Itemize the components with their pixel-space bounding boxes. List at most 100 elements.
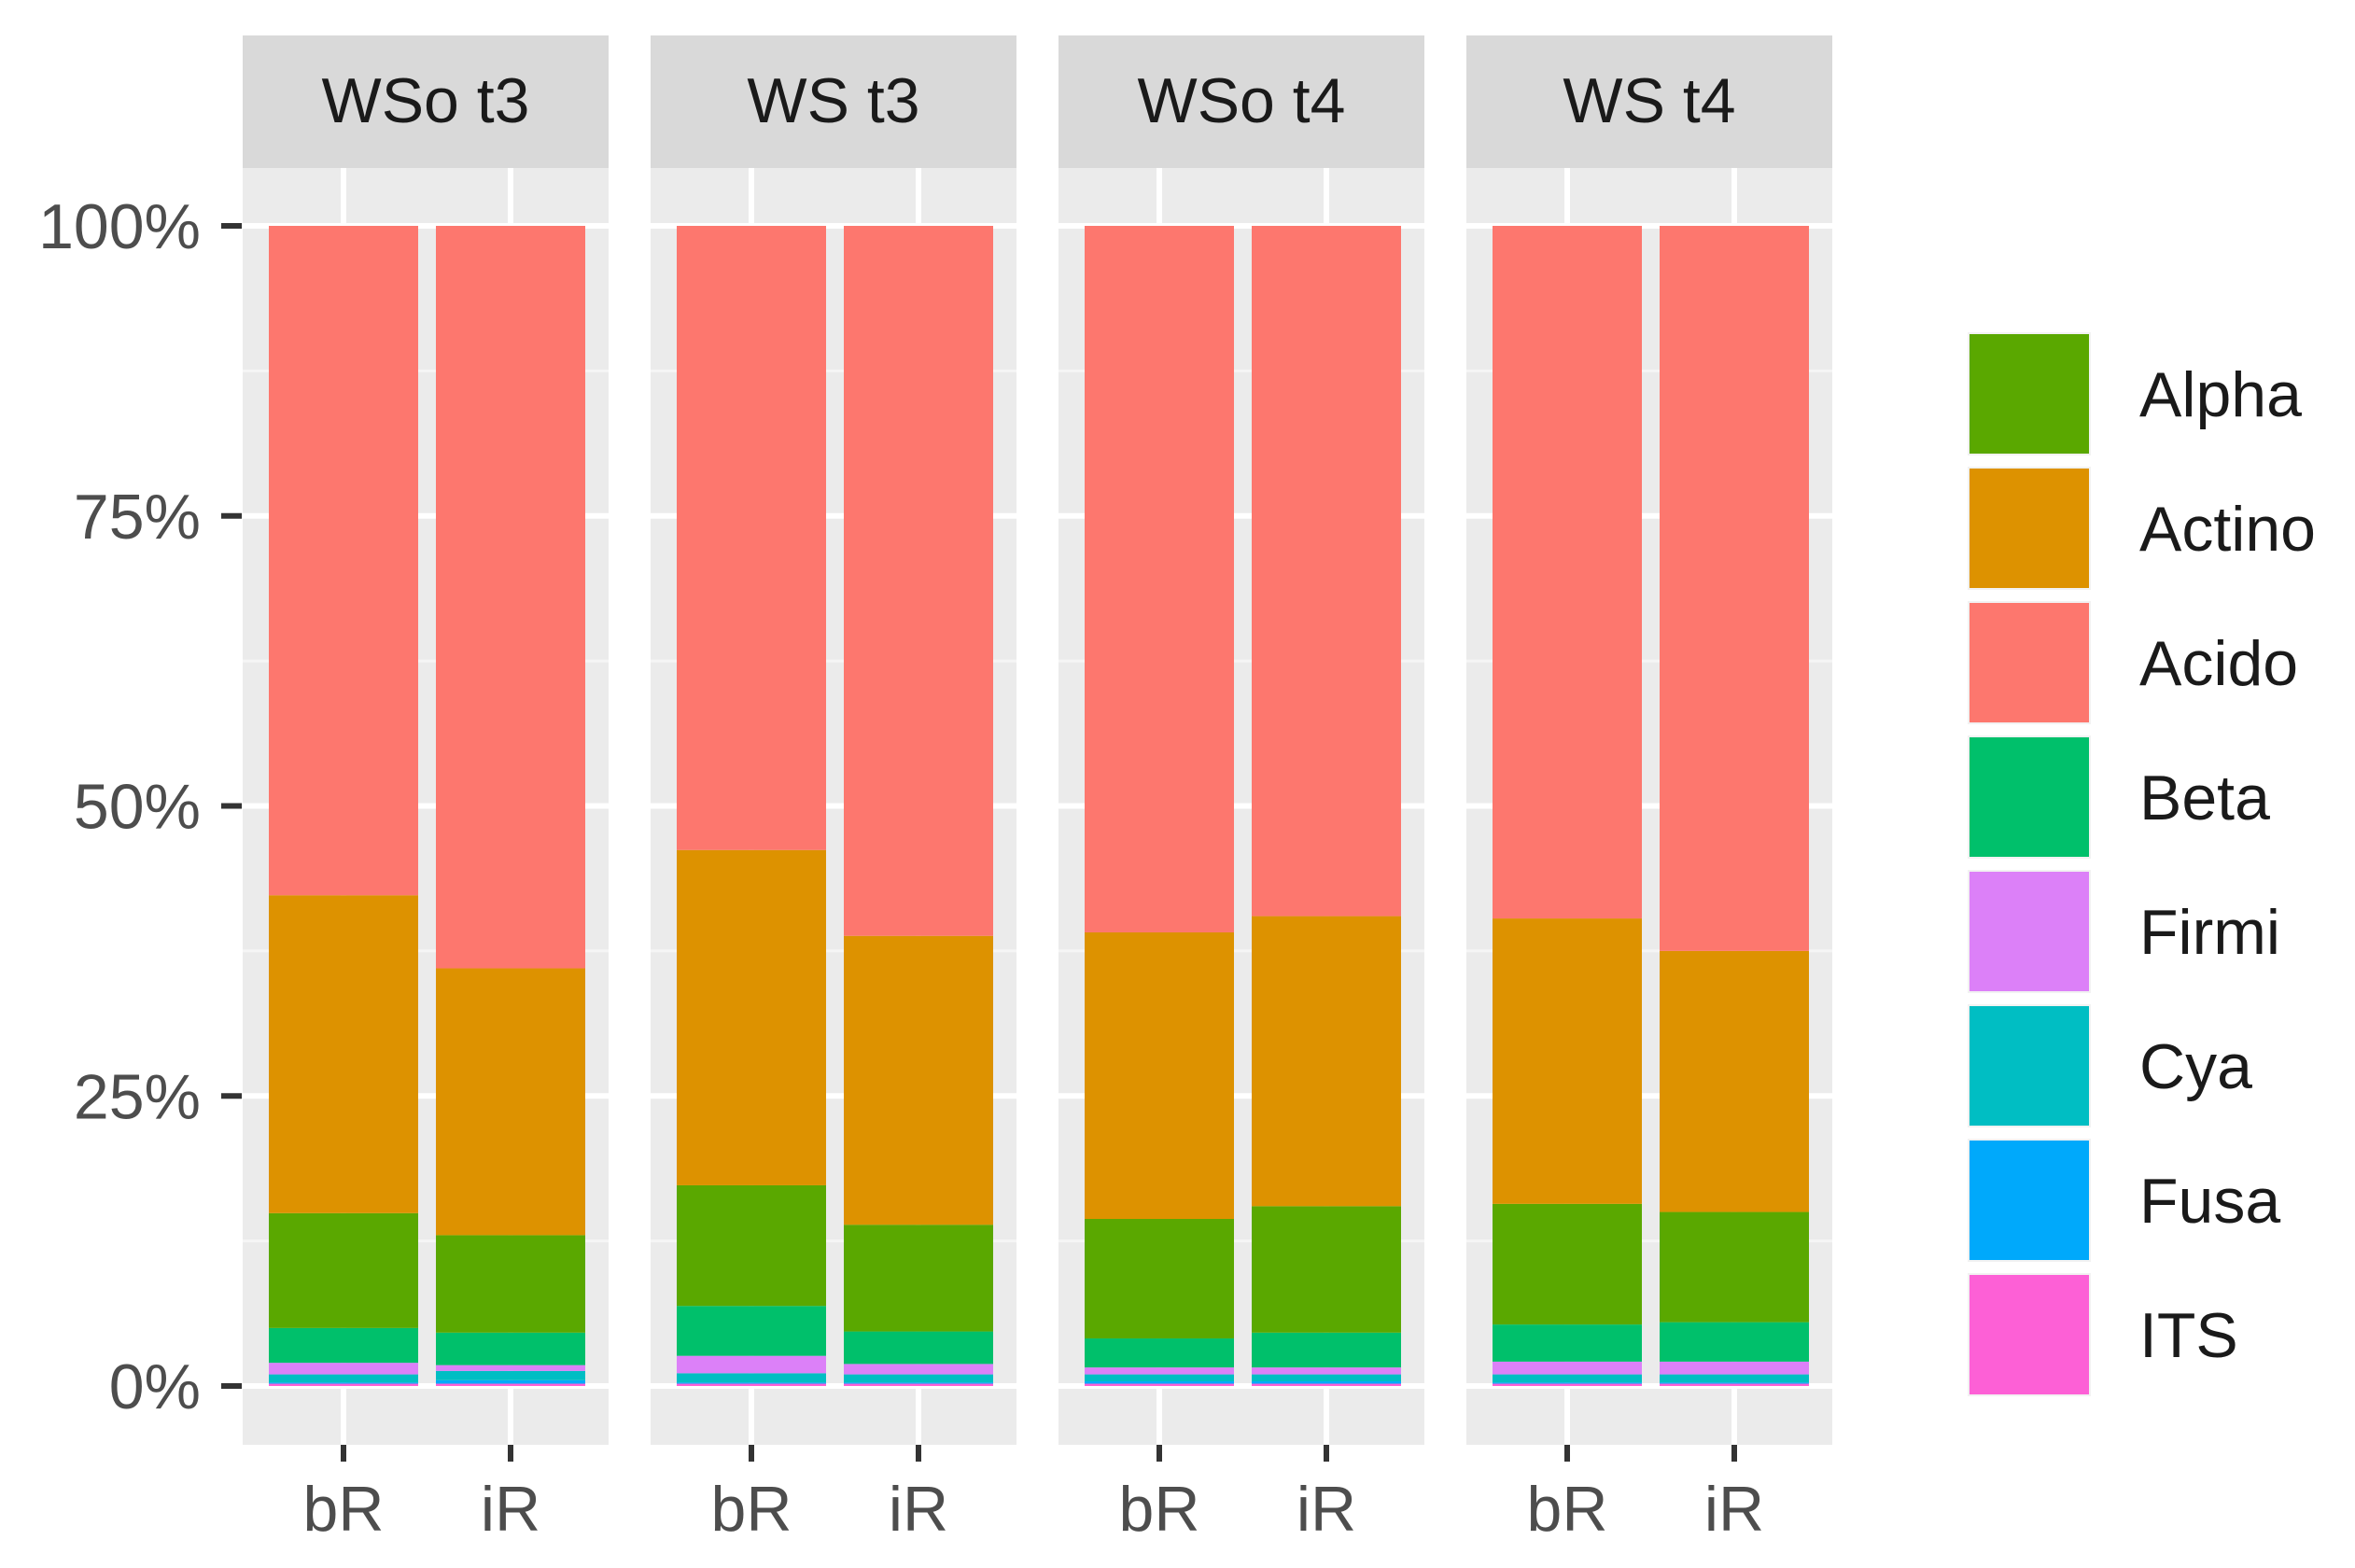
bar-segment-actino bbox=[1493, 918, 1642, 1204]
legend-swatch-cya bbox=[1970, 1006, 2089, 1126]
bar-segment-fusa bbox=[677, 1382, 826, 1384]
legend-label: Alpha bbox=[2139, 359, 2302, 430]
y-tick-label: 75% bbox=[74, 482, 201, 553]
bar-segment-beta bbox=[1660, 1322, 1809, 1362]
bar-segment-alpha bbox=[269, 1212, 418, 1328]
legend-item: Actino bbox=[1968, 467, 2316, 590]
facet-strip bbox=[1058, 35, 1424, 168]
y-tick-label: 0% bbox=[109, 1351, 201, 1422]
bar-segment-acido bbox=[677, 226, 826, 850]
legend-item: Fusa bbox=[1968, 1139, 2280, 1262]
bar-segment-alpha bbox=[1085, 1219, 1234, 1339]
legend-label: Acido bbox=[2139, 628, 2298, 699]
bar-segment-beta bbox=[1493, 1324, 1642, 1362]
bar-segment-alpha bbox=[1252, 1206, 1401, 1333]
facet-panel: WSo t4 bR iR bbox=[1058, 35, 1424, 1545]
x-tick-label: bR bbox=[1527, 1474, 1608, 1545]
x-tick-label: iR bbox=[1704, 1474, 1764, 1545]
bar-stack bbox=[1493, 226, 1642, 1386]
facet-title: WSo t3 bbox=[322, 65, 530, 136]
bar-segment-firmi bbox=[844, 1364, 993, 1375]
bar-segment-fusa bbox=[1252, 1381, 1401, 1384]
bar-segment-firmi bbox=[269, 1363, 418, 1375]
y-axis: 0% 25% 50% 75% 100% bbox=[38, 191, 242, 1422]
bar-segment-beta bbox=[436, 1332, 585, 1365]
y-tick-label: 50% bbox=[74, 772, 201, 843]
bar-segment-fusa bbox=[1085, 1381, 1234, 1384]
facet-title: WS t4 bbox=[1563, 65, 1735, 136]
bar-segment-firmi bbox=[1493, 1361, 1642, 1375]
bar-segment-alpha bbox=[844, 1225, 993, 1332]
x-tick-label: bR bbox=[1119, 1474, 1200, 1545]
bar-segment-actino bbox=[1085, 931, 1234, 1220]
x-tick-label: bR bbox=[711, 1474, 792, 1545]
bar-segment-cya bbox=[1252, 1374, 1401, 1382]
bar-segment-its bbox=[1493, 1383, 1642, 1386]
bar-segment-beta bbox=[844, 1331, 993, 1365]
y-tick-label: 25% bbox=[74, 1061, 201, 1132]
bar-segment-fusa bbox=[1660, 1382, 1809, 1384]
x-tick-label: iR bbox=[889, 1474, 948, 1545]
bar-segment-cya bbox=[1085, 1374, 1234, 1382]
legend-item: Alpha bbox=[1968, 332, 2302, 455]
bar-segment-acido bbox=[269, 226, 418, 896]
legend-swatch-fusa bbox=[1970, 1141, 2089, 1260]
legend-item: Beta bbox=[1968, 735, 2270, 859]
bar-stack bbox=[436, 226, 585, 1386]
bar-segment-actino bbox=[1660, 950, 1809, 1212]
bar-segment-alpha bbox=[677, 1184, 826, 1307]
facet-strip bbox=[243, 35, 609, 168]
bar-segment-cya bbox=[844, 1374, 993, 1383]
facet-title: WS t3 bbox=[747, 65, 919, 136]
bar-stack bbox=[677, 226, 826, 1386]
facet-panel: WSo t3 bR iR bbox=[243, 35, 609, 1545]
bar-segment-actino bbox=[436, 968, 585, 1236]
facet-strip bbox=[651, 35, 1016, 168]
bar-segment-alpha bbox=[1493, 1203, 1642, 1325]
bar-segment-beta bbox=[1085, 1338, 1234, 1368]
bar-segment-beta bbox=[1252, 1332, 1401, 1368]
bar-segment-beta bbox=[677, 1306, 826, 1356]
legend-swatch-beta bbox=[1970, 737, 2089, 857]
legend-swatch-alpha bbox=[1970, 334, 2089, 454]
bar-segment-fusa bbox=[844, 1382, 993, 1384]
legend-item: Acido bbox=[1968, 601, 2298, 724]
facet-title: WSo t4 bbox=[1138, 65, 1346, 136]
bar-segment-actino bbox=[269, 895, 418, 1213]
bar-segment-actino bbox=[1252, 916, 1401, 1207]
legend-label: Firmi bbox=[2139, 897, 2280, 968]
bar-segment-cya bbox=[1493, 1374, 1642, 1383]
legend-label: Fusa bbox=[2139, 1166, 2280, 1237]
bar-segment-acido bbox=[1660, 226, 1809, 951]
bar-segment-actino bbox=[844, 935, 993, 1225]
bar-segment-its bbox=[677, 1383, 826, 1386]
legend-label: Beta bbox=[2139, 763, 2270, 833]
bar-segment-acido bbox=[844, 226, 993, 936]
bar-segment-acido bbox=[1493, 226, 1642, 919]
bar-segment-cya bbox=[436, 1370, 585, 1380]
bar-segment-actino bbox=[677, 849, 826, 1185]
bar-segment-acido bbox=[1252, 226, 1401, 917]
bar-stack bbox=[269, 226, 418, 1386]
bar-segment-its bbox=[1252, 1383, 1401, 1386]
bar-segment-firmi bbox=[436, 1365, 585, 1371]
bar-segment-acido bbox=[1085, 226, 1234, 932]
legend-swatch-actino bbox=[1970, 469, 2089, 588]
legend: Alpha Actino Acido Beta Firmi Cya Fusa ITS bbox=[1968, 332, 2316, 1396]
bar-segment-its bbox=[1660, 1383, 1809, 1386]
y-tick-label: 100% bbox=[38, 191, 201, 262]
bar-segment-fusa bbox=[269, 1382, 418, 1384]
legend-label: ITS bbox=[2139, 1300, 2238, 1371]
x-tick-label: bR bbox=[303, 1474, 385, 1545]
bar-segment-its bbox=[436, 1383, 585, 1386]
bar-segment-cya bbox=[269, 1374, 418, 1383]
bar-stack bbox=[844, 226, 993, 1386]
bar-segment-firmi bbox=[1252, 1367, 1401, 1375]
bar-segment-its bbox=[1085, 1383, 1234, 1386]
bar-segment-cya bbox=[677, 1373, 826, 1383]
legend-swatch-its bbox=[1970, 1275, 2089, 1394]
legend-label: Cya bbox=[2139, 1031, 2252, 1102]
bar-segment-cya bbox=[1660, 1374, 1809, 1383]
bar-segment-firmi bbox=[1660, 1361, 1809, 1375]
